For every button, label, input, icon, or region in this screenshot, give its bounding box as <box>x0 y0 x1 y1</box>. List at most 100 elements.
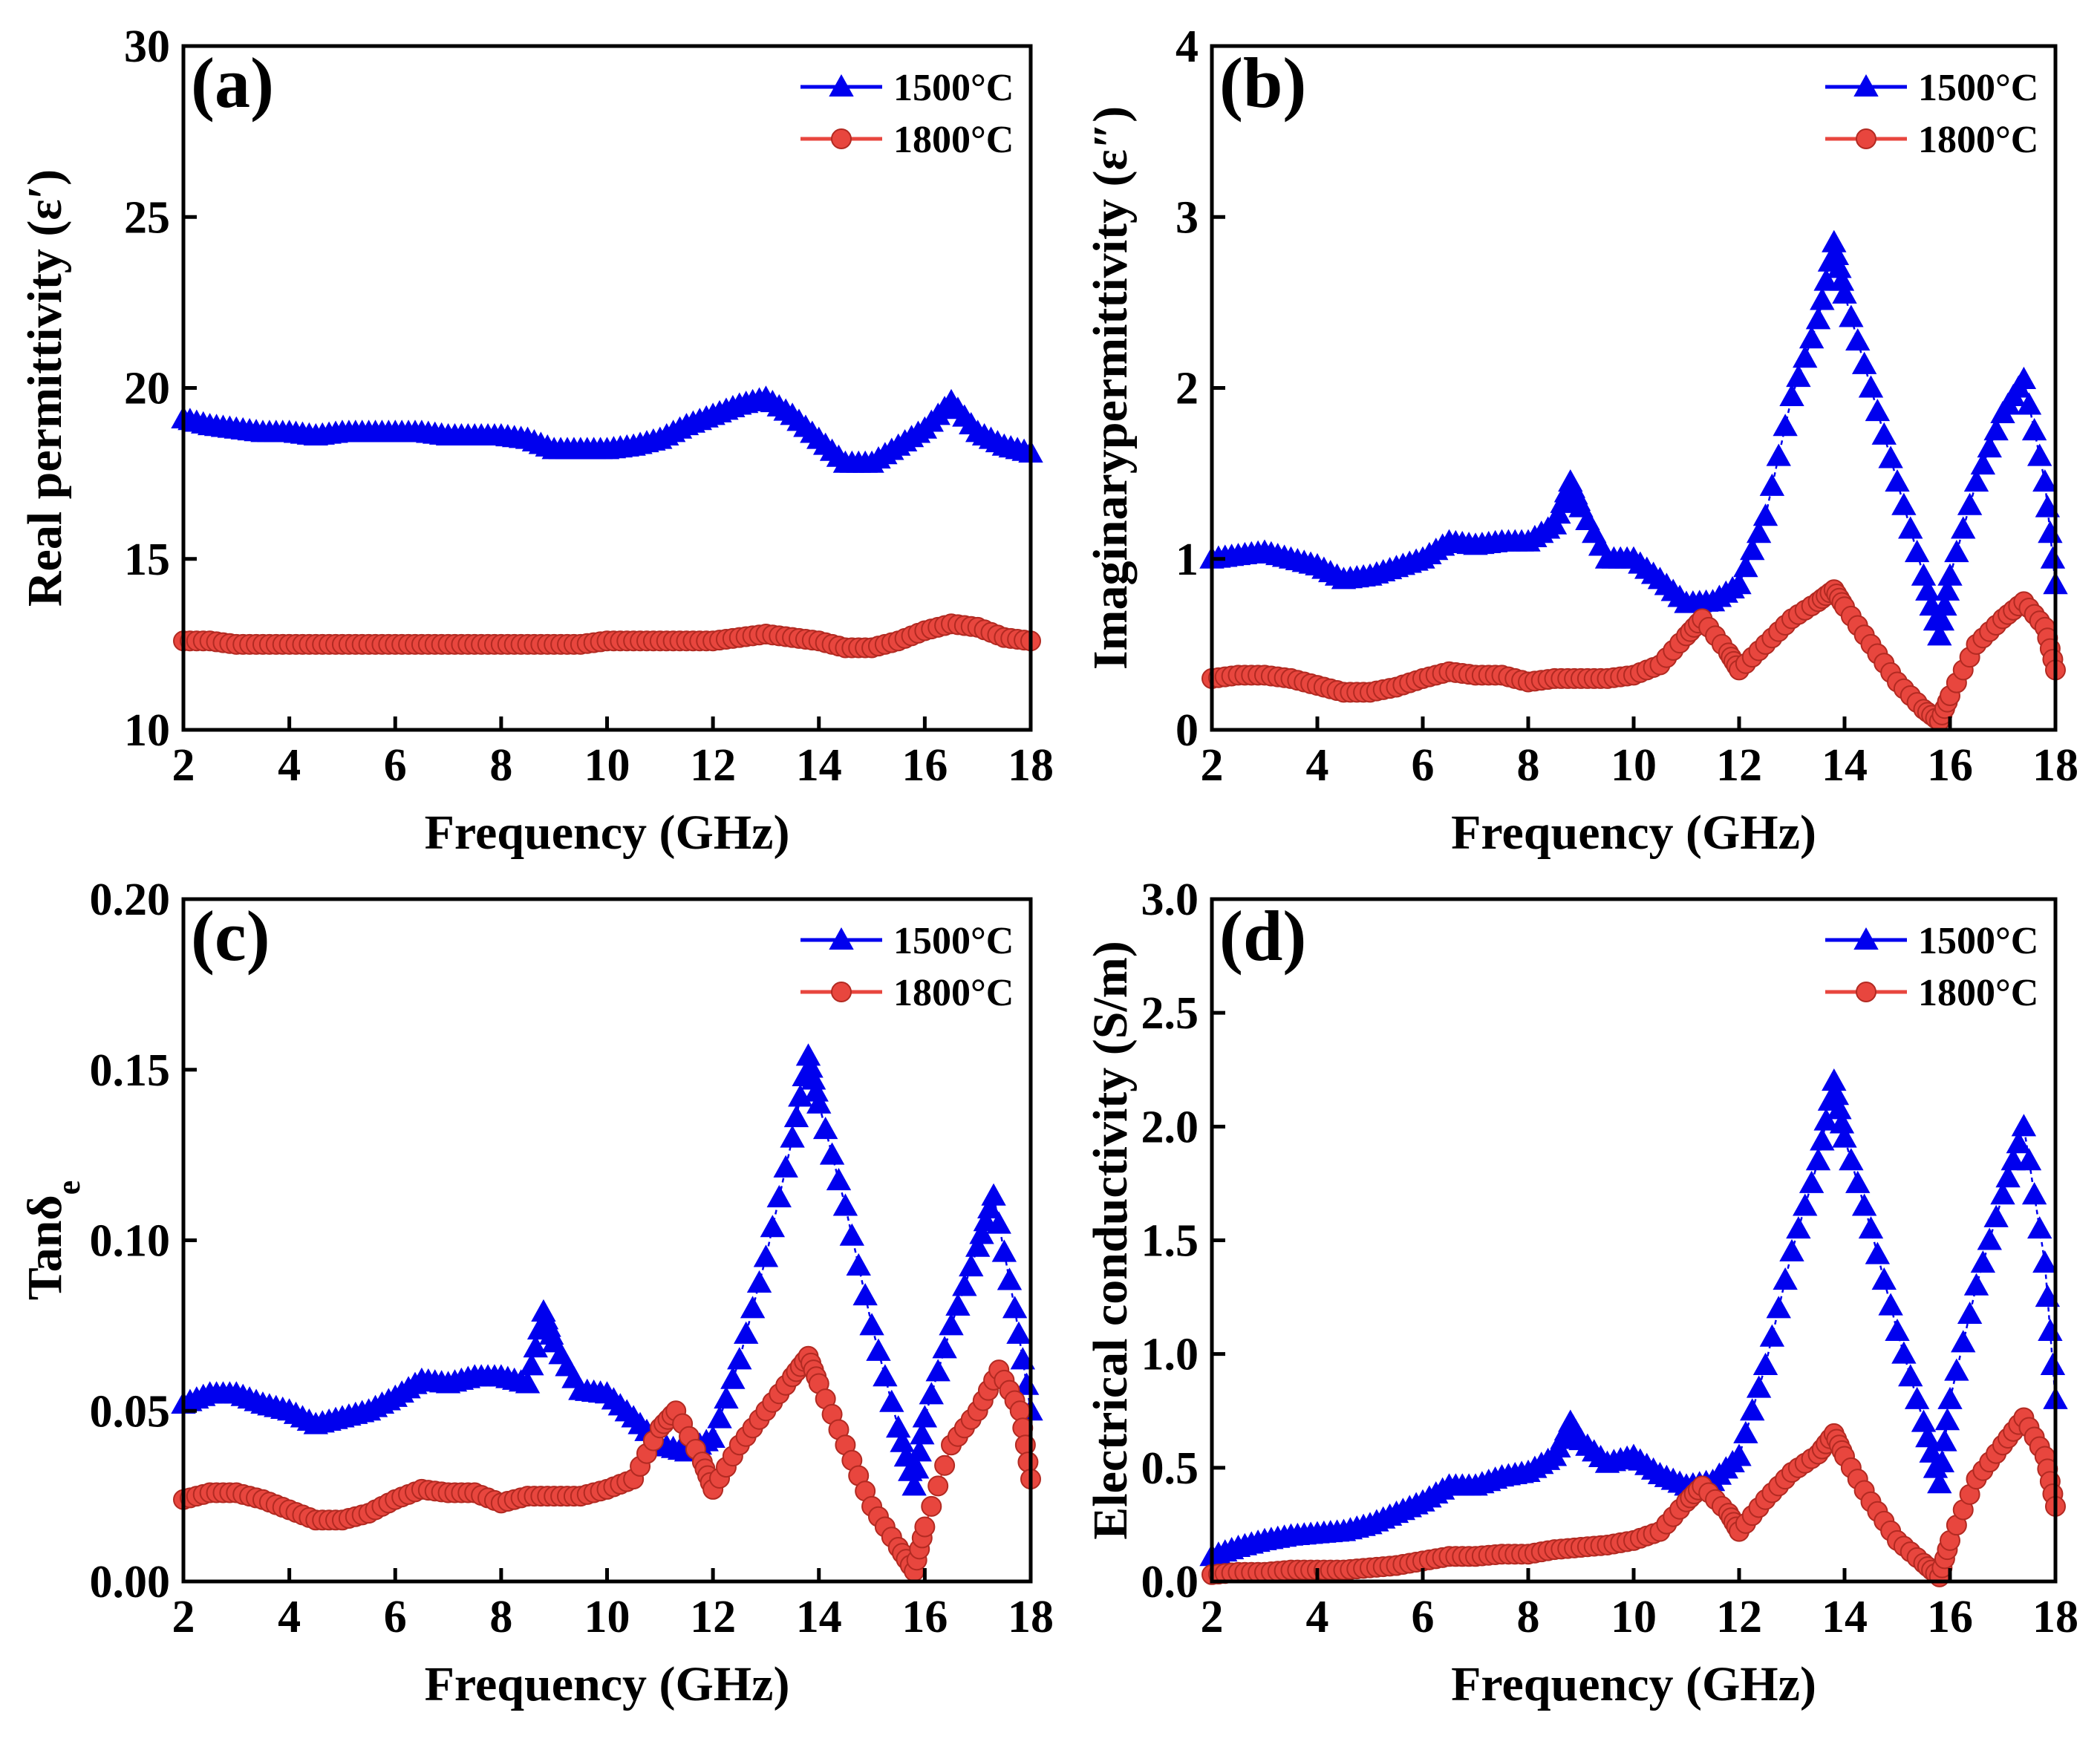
series-1500 <box>171 1043 1043 1496</box>
data-point <box>939 1313 964 1336</box>
series-1800 <box>1201 579 2066 732</box>
interp-point <box>952 1273 977 1296</box>
y-axis-title: Tanδe <box>18 1181 87 1300</box>
interp-point <box>2040 1352 2066 1375</box>
interp-point <box>1865 399 1891 422</box>
interp-point <box>839 1223 865 1246</box>
x-tick-label: 10 <box>584 1592 630 1642</box>
legend-label: 1500°C <box>1918 920 2038 962</box>
interp-point <box>1944 540 1969 563</box>
interp-point <box>2027 1216 2052 1239</box>
panel-label: (d) <box>1219 896 1306 976</box>
legend-label: 1500°C <box>893 67 1014 109</box>
interp-point <box>773 1155 798 1178</box>
interp-point <box>991 1239 1017 1262</box>
legend-item-1800: 1800°C <box>1825 972 2038 1014</box>
data-point <box>1858 1216 1884 1239</box>
interp-point <box>2040 546 2066 569</box>
y-tick-label: 0.0 <box>1141 1557 1199 1607</box>
y-tick-label: 2.0 <box>1141 1102 1199 1152</box>
interp-point <box>783 1105 809 1128</box>
legend-marker <box>1853 74 1879 97</box>
interp-point <box>760 1215 786 1238</box>
x-tick-label: 10 <box>1611 740 1657 791</box>
legend-marker <box>831 982 852 1002</box>
interp-point <box>2038 520 2063 543</box>
y-tick-label: 3.0 <box>1141 875 1199 925</box>
interp-point <box>1934 1408 1960 1431</box>
interp-point <box>932 1336 957 1359</box>
panel-a: 2 4 6 8 10 12 14 16 18 10 15 20 25 30 Frequency (GHz) R… <box>18 22 1054 860</box>
interp-point <box>1944 1358 1969 1381</box>
legend-label: 1800°C <box>1918 972 2038 1014</box>
interp-point <box>1957 492 1983 515</box>
interp-point <box>1740 1398 1765 1421</box>
y-tick-label: 2 <box>1175 364 1199 414</box>
interp-point <box>1878 445 1903 468</box>
interp-point <box>2000 1148 2026 1171</box>
y-axis-subscript: e <box>50 1181 87 1195</box>
x-tick-label: 6 <box>384 740 407 791</box>
y-tick-label: 0.05 <box>90 1386 171 1437</box>
x-tick-label: 18 <box>2032 1592 2078 1642</box>
interp-point <box>720 1366 746 1389</box>
y-axis-title: Real permittivity (ε′) <box>18 169 72 607</box>
y-tick-label: 0.15 <box>90 1045 171 1096</box>
x-tick-label: 4 <box>1306 1592 1329 1642</box>
legend-item-1500: 1500°C <box>1825 920 2038 962</box>
interp-point <box>1970 452 1996 475</box>
y-tick-label: 30 <box>124 22 170 72</box>
interp-point <box>1773 414 1798 437</box>
interp-point <box>1017 1452 1039 1473</box>
legend-item-1500: 1500°C <box>800 920 1014 962</box>
interp-point <box>1915 578 1940 601</box>
x-tick-label: 8 <box>1517 1592 1540 1642</box>
y-tick-label: 3 <box>1175 192 1199 243</box>
interp-point <box>1810 287 1835 310</box>
data-point <box>1937 563 1963 586</box>
x-tick-label: 2 <box>1201 740 1224 791</box>
interp-point <box>1786 365 1811 388</box>
data-point <box>1726 572 1752 595</box>
interp-point <box>1871 422 1897 445</box>
data-point <box>1911 563 1937 586</box>
interp-point <box>733 1321 759 1344</box>
interp-point <box>1845 1170 1871 1193</box>
x-tick-label: 10 <box>1611 1592 1657 1642</box>
interp-point <box>1733 555 1758 578</box>
interp-point <box>2021 418 2047 441</box>
interp-point <box>1746 1375 1772 1398</box>
data-point <box>515 1371 541 1394</box>
interp-point <box>927 1475 949 1497</box>
data-point <box>1822 1068 1847 1091</box>
interp-point <box>2006 1131 2031 1154</box>
x-tick-label: 14 <box>1822 740 1868 791</box>
interp-point <box>1813 1108 1839 1131</box>
legend-marker <box>1856 982 1876 1002</box>
x-tick-label: 6 <box>384 1592 407 1642</box>
x-tick-label: 6 <box>1412 1592 1435 1642</box>
x-tick-label: 4 <box>1306 740 1329 791</box>
interp-point <box>1766 1296 1791 1319</box>
interp-point <box>904 1456 930 1479</box>
data-point <box>832 1193 858 1216</box>
series-1800 <box>1201 1407 2066 1587</box>
interp-point <box>766 1185 792 1208</box>
interp-point <box>997 1267 1023 1290</box>
interp-point <box>945 1293 971 1316</box>
x-axis-title: Frequency (GHz) <box>1451 1657 1816 1711</box>
interp-point <box>519 1353 544 1376</box>
data-point <box>981 1183 1006 1206</box>
interp-point <box>2035 1284 2061 1307</box>
y-tick-label: 10 <box>124 705 170 756</box>
legend-marker <box>829 74 854 97</box>
interp-point <box>1813 268 1839 291</box>
panel-label: (a) <box>191 43 274 123</box>
interp-point <box>910 1422 935 1445</box>
panel-label: (c) <box>191 896 270 976</box>
legend-label: 1800°C <box>1918 119 2038 161</box>
interp-point <box>1810 1128 1835 1151</box>
x-tick-label: 2 <box>172 740 195 791</box>
interp-point <box>1929 1449 1955 1472</box>
x-tick-label: 12 <box>1716 1592 1762 1642</box>
